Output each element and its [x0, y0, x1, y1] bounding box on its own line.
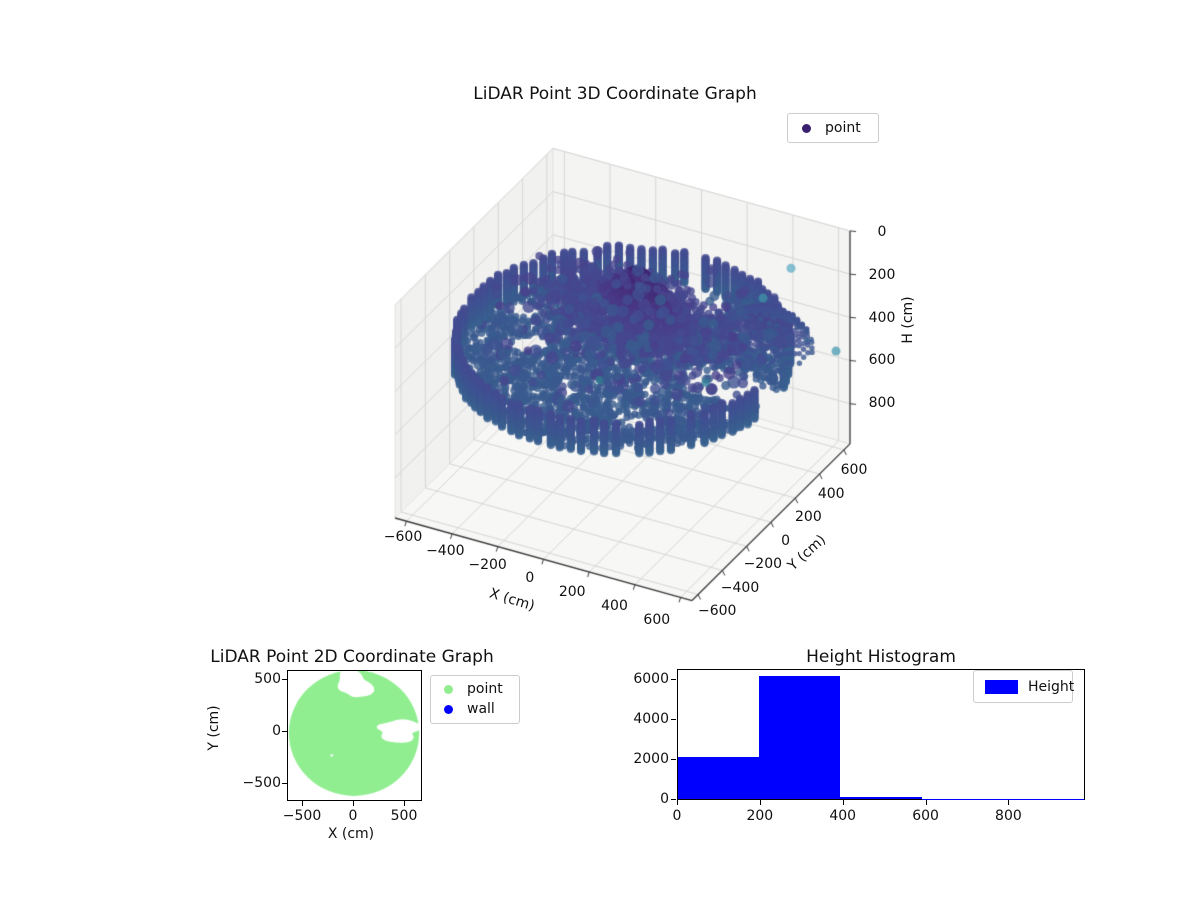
point-marker-icon — [444, 684, 453, 694]
plot3d-ztick-label: 0 — [877, 224, 887, 240]
plot2d-xtick-label: 500 — [390, 808, 418, 824]
plot2d-xtick-label: 0 — [348, 808, 358, 824]
hist-ytick-mark — [671, 799, 676, 800]
hist-bar — [921, 798, 1003, 799]
hist-ytick-mark — [671, 719, 676, 720]
plot3d-ztick-label: 800 — [868, 395, 896, 412]
plot3d-xtick-label: 0 — [525, 570, 535, 587]
plot3d-zaxis-label: H (cm) — [900, 296, 916, 344]
hist-bar — [759, 676, 841, 799]
plot3d-xtick-label: −400 — [426, 542, 465, 559]
plot3d-ztick-label: 200 — [868, 266, 896, 283]
hist-xtick-mark — [925, 800, 927, 805]
hist-bar — [1002, 798, 1084, 799]
plot2d-xtick-mark — [353, 801, 354, 806]
hist-bars — [678, 670, 1084, 799]
plot3d-ytick-label: 400 — [817, 485, 845, 502]
plot3d-legend: point — [787, 113, 879, 143]
plot3d-ytick-label: 200 — [795, 509, 822, 525]
hist-bar — [840, 797, 922, 799]
plot3d-ytick-label: −600 — [697, 603, 737, 619]
plot3d-xtick-label: −600 — [383, 529, 423, 545]
plot2d-xtick-label: −500 — [282, 808, 322, 824]
wall-marker-icon — [444, 704, 453, 714]
hist-xtick-mark — [842, 800, 844, 805]
plot2d-legend: point wall — [430, 675, 520, 724]
point-marker-icon — [802, 123, 811, 133]
plot2d-canvas — [288, 671, 421, 800]
plot3d-ztick-label: 400 — [868, 309, 896, 326]
hist-ytick-label: 2000 — [633, 751, 669, 767]
hist-bar — [678, 757, 760, 799]
plot3d-legend-label: point — [825, 120, 861, 136]
hist-title: Height Histogram — [806, 647, 956, 667]
plot2d-ytick-mark — [282, 679, 287, 680]
hist-ytick-label: 6000 — [633, 671, 669, 687]
hist-legend: Height — [973, 670, 1075, 703]
plot2d-title: LiDAR Point 2D Coordinate Graph — [210, 647, 494, 667]
hist-ytick-label: 4000 — [633, 711, 669, 727]
plot3d-title: LiDAR Point 3D Coordinate Graph — [473, 84, 757, 104]
plot2d-ytick-label: −500 — [242, 775, 281, 791]
height-swatch-icon — [985, 679, 1018, 694]
plot3d-ytick-label: −400 — [720, 579, 760, 596]
plot2d-ytick-mark — [282, 731, 287, 732]
plot2d-legend-label-wall: wall — [467, 701, 495, 717]
plot3d-ytick-label: 0 — [781, 532, 791, 549]
plot2d-legend-label-point: point — [467, 681, 503, 697]
hist-xtick-label: 0 — [672, 808, 682, 824]
hist-xtick-label: 400 — [829, 808, 857, 824]
plot2d-yaxis-label: Y (cm) — [206, 705, 222, 751]
plot3d-xtick-label: 400 — [601, 598, 628, 614]
plot2d-xaxis-label: X (cm) — [327, 826, 375, 842]
plot2d-ytick-mark — [282, 783, 287, 784]
hist-xtick-label: 200 — [746, 808, 774, 824]
hist-legend-label: Height — [1028, 678, 1075, 695]
hist-xtick-mark — [677, 800, 678, 805]
plot2d-xtick-mark — [302, 801, 303, 806]
plot3d-xtick-label: 600 — [643, 611, 671, 628]
plot2d-xtick-mark — [404, 801, 405, 806]
plot2d-ytick-label: 500 — [254, 671, 281, 687]
plot2d-axes — [287, 670, 422, 801]
hist-ytick-mark — [671, 679, 676, 680]
hist-ytick-label: 0 — [660, 791, 669, 807]
plot3d-xtick-label: 200 — [558, 584, 586, 601]
hist-ytick-mark — [671, 759, 676, 760]
plot2d-ytick-label: 0 — [272, 723, 281, 739]
hist-xtick-mark — [759, 800, 761, 805]
hist-xtick-label: 800 — [995, 808, 1022, 824]
plot3d-ytick-label: −200 — [743, 556, 783, 572]
hist-xtick-label: 600 — [912, 808, 939, 824]
hist-xtick-mark — [1008, 800, 1010, 805]
plot3d-ztick-label: 600 — [868, 352, 896, 369]
plot3d-xtick-label: −200 — [468, 556, 507, 573]
plot3d-ytick-label: 600 — [840, 462, 868, 478]
